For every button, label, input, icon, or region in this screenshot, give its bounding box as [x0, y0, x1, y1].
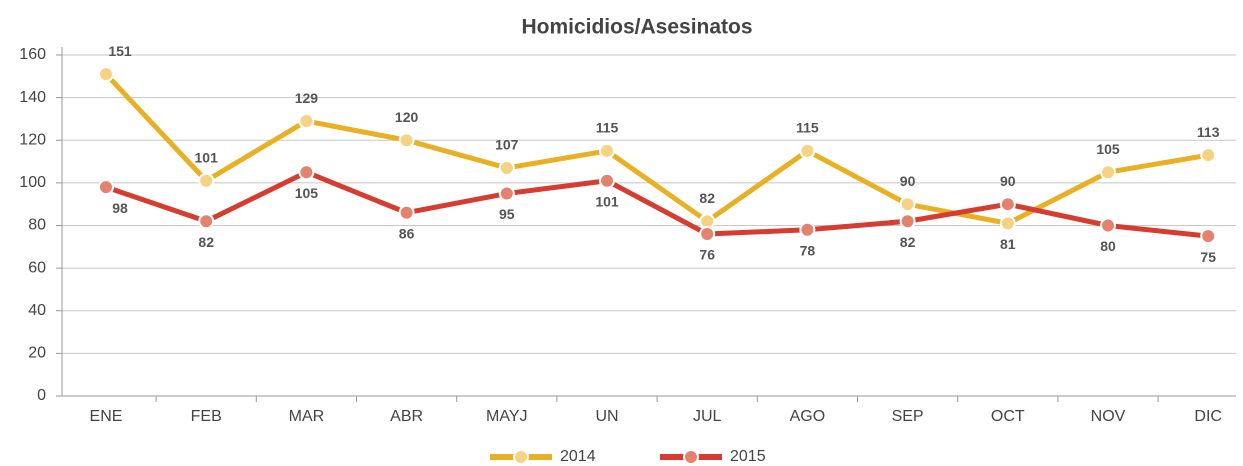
point: [899, 196, 916, 213]
data-label: 105: [1096, 141, 1120, 157]
data-label: 75: [1200, 249, 1216, 265]
point: [498, 185, 515, 202]
data-label: 82: [198, 234, 214, 250]
x-tick-label: AGO: [790, 408, 826, 425]
data-label: 129: [295, 90, 319, 106]
series-line: [104, 72, 1209, 226]
legend-marker: [513, 449, 529, 465]
data-label: 120: [395, 109, 419, 125]
point: [98, 179, 114, 196]
point: [799, 142, 816, 159]
legend-marker: [683, 449, 699, 465]
data-label: 78: [800, 242, 816, 258]
data-label: 76: [699, 247, 715, 263]
chart-title: Homicidios/Asesinatos: [521, 16, 752, 39]
point: [599, 172, 615, 189]
point: [1100, 164, 1116, 181]
x-tick-label: ENE: [90, 408, 123, 425]
x-tick-label: NOV: [1091, 408, 1126, 425]
data-label: 113: [1197, 124, 1220, 140]
x-tick-label: MAYJ: [486, 408, 527, 425]
data-label: 98: [112, 200, 128, 216]
point: [1100, 217, 1116, 234]
legend-label: 2014: [560, 448, 596, 465]
x-tick-label: FEB: [191, 408, 222, 425]
y-tick-label: 100: [19, 174, 46, 191]
data-label: 82: [699, 190, 715, 206]
data-label: 115: [796, 120, 819, 136]
y-tick-label: 160: [19, 46, 46, 63]
data-label: 90: [1000, 173, 1016, 189]
data-label: 82: [900, 234, 916, 250]
point: [498, 159, 515, 176]
point: [198, 213, 215, 230]
point: [1200, 147, 1217, 164]
x-tick-label: DIC: [1194, 408, 1222, 425]
point: [599, 142, 615, 159]
x-tick-label: UN: [595, 408, 618, 425]
data-label: 81: [1000, 236, 1016, 252]
y-tick-label: 80: [28, 217, 46, 234]
legend-label: 2015: [730, 448, 766, 465]
y-tick-label: 40: [28, 302, 46, 319]
point: [198, 172, 215, 189]
data-label: 101: [195, 149, 219, 165]
data-label: 86: [399, 225, 415, 241]
x-tick-label: JUL: [693, 408, 722, 425]
point: [98, 66, 114, 83]
y-tick-label: 60: [28, 259, 46, 276]
point: [799, 221, 816, 238]
x-tick-label: OCT: [991, 408, 1025, 425]
data-label: 107: [495, 137, 519, 153]
y-tick-label: 140: [19, 89, 46, 106]
data-label: 95: [499, 206, 515, 222]
data-label: 151: [108, 43, 132, 59]
data-label: 101: [595, 193, 619, 209]
point: [298, 164, 315, 181]
y-tick-label: 20: [28, 345, 46, 362]
point: [999, 196, 1016, 213]
point: [999, 215, 1016, 232]
x-tick-label: ABR: [390, 408, 423, 425]
point: [398, 132, 415, 149]
y-tick-label: 0: [37, 387, 46, 404]
y-tick-label: 120: [19, 131, 46, 148]
data-label: 80: [1100, 238, 1116, 254]
x-tick-label: SEP: [892, 408, 924, 425]
series-line: [105, 169, 1209, 239]
data-label: 105: [295, 185, 319, 201]
point: [398, 204, 415, 221]
point: [699, 226, 716, 243]
point: [298, 113, 315, 130]
point: [1200, 228, 1217, 245]
data-label: 90: [900, 173, 916, 189]
data-label: 115: [596, 120, 619, 136]
x-tick-label: MAR: [289, 408, 325, 425]
point: [899, 213, 916, 230]
